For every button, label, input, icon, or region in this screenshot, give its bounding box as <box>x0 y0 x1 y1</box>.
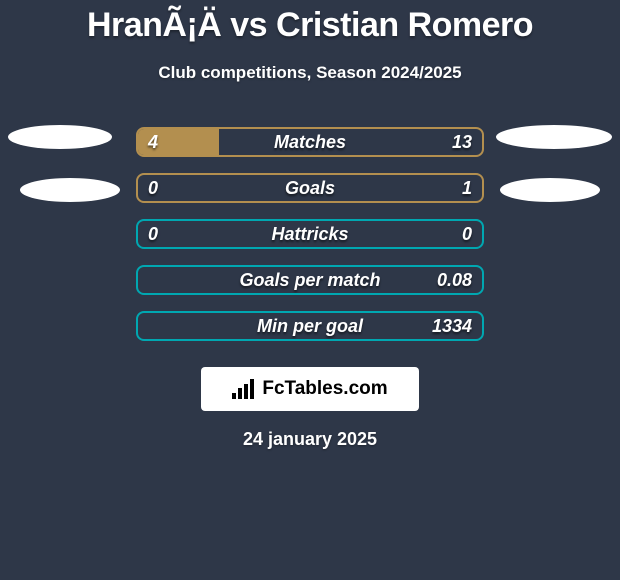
stats-container: Matches413Goals01Hattricks00Goals per ma… <box>0 119 620 349</box>
stat-value-right: 13 <box>452 119 472 165</box>
stat-value-left: 0 <box>148 165 158 211</box>
stat-value-right: 0 <box>462 211 472 257</box>
stat-value-right: 0.08 <box>437 257 472 303</box>
stat-bar-track: Matches <box>136 127 484 157</box>
stat-value-left: 0 <box>148 211 158 257</box>
date-label: 24 january 2025 <box>0 429 620 450</box>
stat-bar-track: Goals per match <box>136 265 484 295</box>
stat-label: Hattricks <box>138 221 482 247</box>
decorative-ellipse <box>20 178 120 202</box>
stat-bar-track: Hattricks <box>136 219 484 249</box>
stat-value-right: 1334 <box>432 303 472 349</box>
stat-value-right: 1 <box>462 165 472 211</box>
decorative-ellipse <box>496 125 612 149</box>
stat-row: Goals per match0.08 <box>0 257 620 303</box>
stat-bar-track: Goals <box>136 173 484 203</box>
stat-label: Min per goal <box>138 313 482 339</box>
page-title: HranÃ¡Ä vs Cristian Romero <box>0 0 620 45</box>
stat-row: Hattricks0 0 <box>0 211 620 257</box>
decorative-ellipse <box>8 125 112 149</box>
brand-badge: FcTables.com <box>201 367 419 411</box>
stat-row: Min per goal1334 <box>0 303 620 349</box>
page-subtitle: Club competitions, Season 2024/2025 <box>0 63 620 83</box>
brand-text: FcTables.com <box>262 378 387 400</box>
bar-chart-icon <box>232 379 256 399</box>
stat-label: Goals <box>138 175 482 201</box>
decorative-ellipse <box>500 178 600 202</box>
stat-label: Goals per match <box>138 267 482 293</box>
stat-value-left: 4 <box>148 119 158 165</box>
